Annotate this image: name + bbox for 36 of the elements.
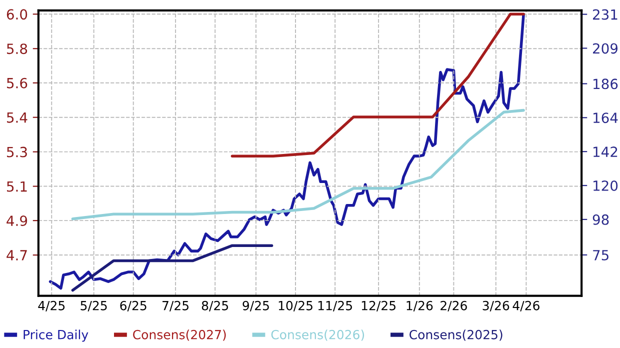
y-tick-label: 5.8 — [7, 44, 28, 54]
x-tick-label: 4/25 — [38, 300, 65, 312]
x-tick-label: 2/26 — [440, 300, 467, 312]
line-series — [230, 12, 525, 158]
y-tick-label: 4.9 — [6, 216, 28, 226]
x-tick-label: 5/25 — [80, 300, 107, 312]
x-tick-label: 9/25 — [242, 300, 269, 312]
y2-tick-label: 120 — [594, 180, 618, 191]
x-tick-label: 4/26 — [512, 300, 540, 312]
legend-label: Price Daily — [24, 330, 88, 342]
y2-tick-label: 209 — [592, 43, 618, 54]
line-series — [71, 108, 525, 220]
x-tick-label: 1/26 — [406, 300, 433, 312]
x-tick-label: 8/25 — [202, 300, 228, 312]
x-tick-label: 11/25 — [318, 300, 352, 312]
x-tick-label: 7/25 — [162, 300, 188, 312]
legend-label: Consens(2027) — [133, 330, 226, 341]
y-tick-label: 5.3 — [7, 146, 27, 158]
y2-tick-label: 231 — [592, 9, 618, 20]
line-series — [48, 12, 525, 290]
y-tick-label: 5.6 — [7, 78, 28, 88]
y-tick-label: 4.7 — [6, 250, 27, 260]
x-tick-label: 3/26 — [482, 300, 510, 312]
legend-label: Consens(2026) — [271, 330, 364, 341]
y2-tick-label: 142 — [594, 146, 618, 157]
y2-tick-label: 75 — [593, 250, 608, 260]
y2-tick-label: 98 — [592, 214, 609, 225]
x-tick-label: 12/25 — [362, 300, 396, 312]
y-tick-label: 5.4 — [7, 112, 28, 123]
y2-tick-label: 186 — [594, 78, 618, 90]
x-tick-label: 10/25 — [278, 300, 312, 312]
legend-label: Consens(2025) — [410, 330, 502, 341]
y2-tick-label: 164 — [594, 112, 618, 124]
x-tick-label: 6/25 — [120, 300, 146, 312]
y-tick-label: 6.0 — [6, 9, 28, 20]
y-tick-label: 5.1 — [7, 181, 27, 192]
